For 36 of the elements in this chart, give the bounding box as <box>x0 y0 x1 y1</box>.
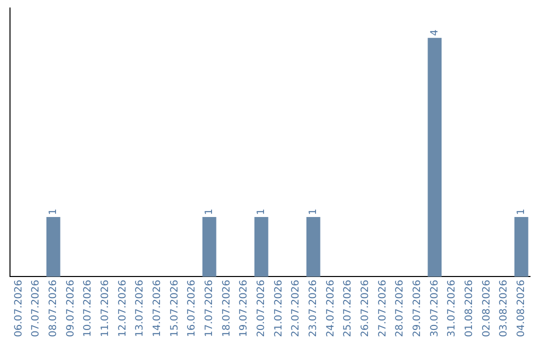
x-tick-label: 17.07.2026 <box>204 280 215 338</box>
x-tick-label: 06.07.2026 <box>13 280 24 338</box>
x-tick-label: 21.07.2026 <box>273 280 284 338</box>
x-tick-label: 19.07.2026 <box>238 280 250 338</box>
x-tick-label: 07.07.2026 <box>30 280 42 338</box>
x-tick-label: 15.07.2026 <box>169 280 180 338</box>
x-tick-label: 04.08.2026 <box>516 280 527 338</box>
data-label: 1 <box>256 208 267 216</box>
x-tick-label: 11.07.2026 <box>100 280 111 338</box>
x-tick-label: 27.07.2026 <box>377 280 388 338</box>
x-tick-label: 30.07.2026 <box>429 280 440 338</box>
x-tick-label: 03.08.2026 <box>498 280 510 338</box>
x-tick-label: 13.07.2026 <box>134 280 146 338</box>
x-tick-label: 25.07.2026 <box>342 280 354 338</box>
x-tick-label: 22.07.2026 <box>290 280 302 338</box>
data-label: 1 <box>308 208 319 216</box>
data-label: 1 <box>516 208 527 216</box>
x-tick-label: 10.07.2026 <box>82 280 94 338</box>
x-tick-label: 14.07.2026 <box>152 280 163 338</box>
x-tick-label: 09.07.2026 <box>65 280 76 338</box>
x-tick-label: 31.07.2026 <box>446 280 458 338</box>
x-tick-label: 18.07.2026 <box>221 280 232 338</box>
x-tick-label: 29.07.2026 <box>412 280 423 338</box>
data-label: 1 <box>204 208 215 216</box>
data-label: 4 <box>429 29 440 36</box>
x-tick-label: 12.07.2026 <box>117 280 128 338</box>
x-tick-label: 26.07.2026 <box>360 280 371 338</box>
x-tick-label: 16.07.2026 <box>186 280 198 338</box>
x-tick-label: 02.08.2026 <box>481 280 492 338</box>
x-tick-label: 20.07.2026 <box>256 280 267 338</box>
data-label: 1 <box>48 208 59 216</box>
x-tick-label: 08.07.2026 <box>48 280 59 338</box>
x-tick-label: 28.07.2026 <box>394 280 406 338</box>
x-tick-label: 01.08.2026 <box>464 280 475 338</box>
x-tick-label: 24.07.2026 <box>325 280 336 338</box>
x-tick-label: 23.07.2026 <box>308 280 319 338</box>
